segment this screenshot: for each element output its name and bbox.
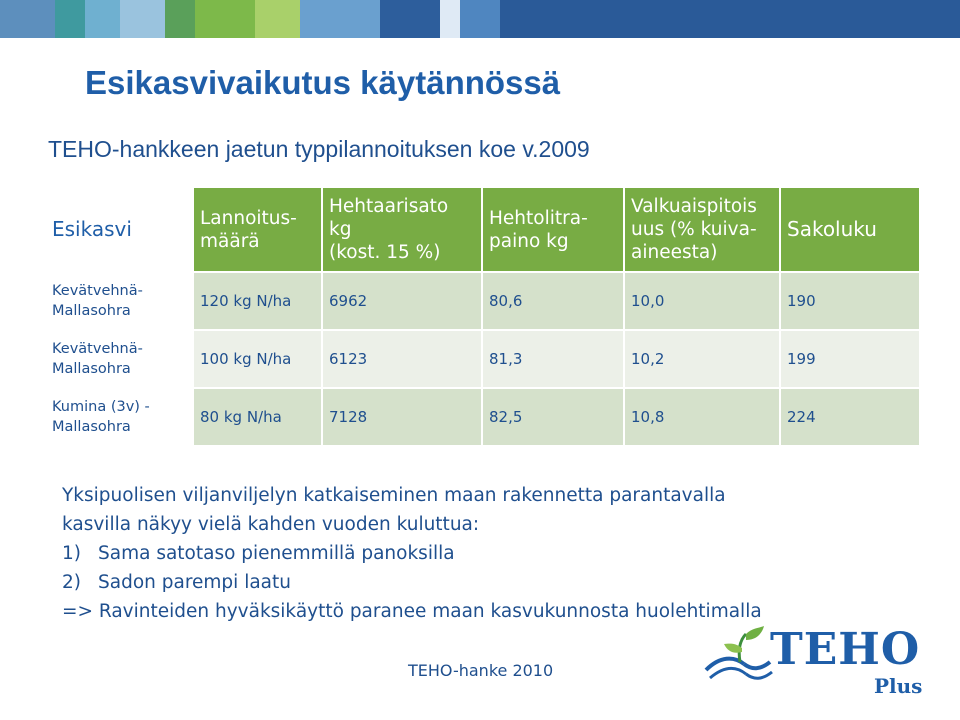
cell-hehtolitrapaino: 80,6 bbox=[483, 273, 623, 329]
header-lannoitus-line-1: Lannoitus- bbox=[200, 207, 297, 229]
cell-lannoitus: 80 kg N/ha bbox=[194, 389, 321, 445]
table-row: Kevätvehnä- Mallasohra 120 kg N/ha 6962 … bbox=[46, 273, 919, 329]
cell-sato: 6962 bbox=[323, 273, 481, 329]
sprout-logo-icon bbox=[704, 626, 773, 680]
header-esikasvi-label: Esikasvi bbox=[52, 217, 132, 241]
header-valkuaispitoisuus: Valkuaispitois uus (% kuiva- aineesta) bbox=[625, 188, 779, 271]
row-esikasvi-line-2: Mallasohra bbox=[52, 361, 131, 377]
cell-hehtolitrapaino: 81,3 bbox=[483, 331, 623, 387]
list-item-text: Sama satotaso pienemmillä panoksilla bbox=[98, 543, 455, 564]
intro-line-2: kasvilla näkyy vielä kahden vuoden kulut… bbox=[62, 514, 480, 535]
header-valkuaispitoisuus-line-2: uus (% kuiva- bbox=[631, 219, 757, 240]
cell-sato: 7128 bbox=[323, 389, 481, 445]
body-text: Yksipuolisen viljanviljelyn katkaisemine… bbox=[62, 481, 762, 626]
header-banner bbox=[0, 0, 960, 38]
header-hehtolitrapaino: Hehtolitra- paino kg bbox=[483, 188, 623, 271]
list-item-number: 1) bbox=[62, 543, 81, 564]
header-hehtaarisato: Hehtaarisato kg (kost. 15 %) bbox=[323, 188, 481, 271]
conclusion-line: => Ravinteiden hyväksikäyttö paranee maa… bbox=[62, 601, 762, 622]
header-hehtolitrapaino-line-1: Hehtolitra- bbox=[489, 207, 588, 229]
header-valkuaispitoisuus-line-3: aineesta) bbox=[631, 242, 718, 263]
header-lannoitus-line-2: määrä bbox=[200, 230, 260, 252]
cell-valkuainen: 10,2 bbox=[625, 331, 779, 387]
header-hehtaarisato-line-3: (kost. 15 %) bbox=[329, 242, 441, 263]
cell-sato: 6123 bbox=[323, 331, 481, 387]
list-item: 1) Sama satotaso pienemmillä panoksilla bbox=[62, 539, 762, 568]
header-esikasvi: Esikasvi bbox=[46, 188, 192, 271]
header-sakoluku: Sakoluku bbox=[781, 188, 919, 271]
cell-valkuainen: 10,8 bbox=[625, 389, 779, 445]
logo-sub: Plus bbox=[874, 674, 923, 698]
cell-valkuainen: 10,0 bbox=[625, 273, 779, 329]
logo-word: TEHO bbox=[770, 624, 921, 675]
header-sakoluku-label: Sakoluku bbox=[787, 217, 877, 241]
table-row: Kevätvehnä- Mallasohra 100 kg N/ha 6123 … bbox=[46, 331, 919, 387]
list-item-number: 2) bbox=[62, 572, 81, 593]
list-item: 2) Sadon parempi laatu bbox=[62, 568, 762, 597]
cell-hehtolitrapaino: 82,5 bbox=[483, 389, 623, 445]
slide-title: Esikasvivaikutus käytännössä bbox=[85, 64, 561, 101]
table-row: Kumina (3v) - Mallasohra 80 kg N/ha 7128… bbox=[46, 389, 919, 445]
list-item-text: Sadon parempi laatu bbox=[98, 572, 291, 593]
row-esikasvi-line-1: Kumina (3v) - bbox=[52, 399, 150, 415]
row-esikasvi-line-1: Kevätvehnä- bbox=[52, 283, 143, 299]
cell-lannoitus: 120 kg N/ha bbox=[194, 273, 321, 329]
header-hehtolitrapaino-line-2: paino kg bbox=[489, 230, 569, 252]
intro-line-1: Yksipuolisen viljanviljelyn katkaisemine… bbox=[62, 485, 726, 506]
header-hehtaarisato-line-1: Hehtaarisato bbox=[329, 196, 449, 217]
cell-sakoluku: 199 bbox=[781, 331, 919, 387]
header-valkuaispitoisuus-line-1: Valkuaispitois bbox=[631, 196, 757, 217]
row-esikasvi: Kevätvehnä- Mallasohra bbox=[46, 331, 192, 387]
cell-sakoluku: 224 bbox=[781, 389, 919, 445]
cell-sakoluku: 190 bbox=[781, 273, 919, 329]
row-esikasvi-line-2: Mallasohra bbox=[52, 419, 131, 435]
header-hehtaarisato-line-2: kg bbox=[329, 219, 352, 240]
header-lannoitus: Lannoitus- määrä bbox=[194, 188, 321, 271]
table-header-row: Esikasvi Lannoitus- määrä Hehtaarisato k… bbox=[46, 188, 919, 271]
cell-lannoitus: 100 kg N/ha bbox=[194, 331, 321, 387]
row-esikasvi-line-1: Kevätvehnä- bbox=[52, 341, 143, 357]
row-esikasvi-line-2: Mallasohra bbox=[52, 303, 131, 319]
results-table: Esikasvi Lannoitus- määrä Hehtaarisato k… bbox=[44, 186, 921, 447]
teho-plus-logo: TEHO Plus bbox=[700, 622, 940, 712]
footer-text: TEHO-hanke 2010 bbox=[408, 661, 554, 680]
row-esikasvi: Kumina (3v) - Mallasohra bbox=[46, 389, 192, 445]
row-esikasvi: Kevätvehnä- Mallasohra bbox=[46, 273, 192, 329]
slide-subtitle: TEHO-hankkeen jaetun typpilannoituksen k… bbox=[48, 136, 590, 162]
